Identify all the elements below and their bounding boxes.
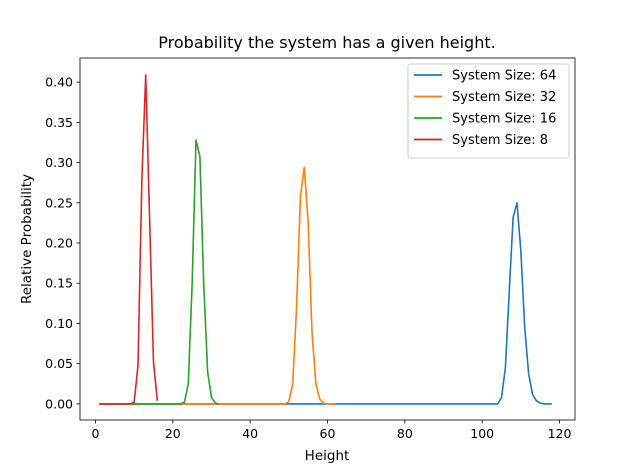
y-tick-label: 0.25 [45, 195, 73, 210]
x-tick-label: 0 [91, 426, 99, 441]
series-line-1 [99, 202, 552, 405]
y-tick-label: 0.05 [45, 356, 73, 371]
legend-label: System Size: 8 [452, 133, 548, 148]
y-tick-label: 0.10 [45, 316, 73, 331]
legend-box [407, 63, 570, 159]
legend-label: System Size: 32 [452, 90, 556, 105]
x-tick-label: 100 [470, 426, 494, 441]
y-tick-label: 0.40 [45, 75, 73, 90]
series-line-2 [99, 166, 336, 405]
series-layer [99, 74, 552, 405]
legend: System Size: 64 System Size: 32 System Siz… [407, 63, 570, 159]
y-tick-label: 0.15 [45, 276, 73, 291]
x-tick-label: 80 [397, 426, 413, 441]
series-line-4 [99, 74, 159, 405]
y-tick-label: 0.00 [45, 396, 73, 411]
chart-title: Probability the system has a given heigh… [158, 33, 495, 52]
y-tick-label: 0.20 [45, 236, 73, 251]
y-axis: 0.00 0.05 0.10 0.15 0.20 0.25 0.30 0.35 0.40 [45, 75, 80, 411]
legend-label: System Size: 64 [452, 69, 556, 84]
x-tick-label: 60 [320, 426, 336, 441]
y-tick-label: 0.30 [45, 155, 73, 170]
x-tick-label: 40 [242, 426, 258, 441]
legend-label: System Size: 16 [452, 112, 556, 127]
y-axis-label: Relative Probability [19, 174, 35, 304]
series-line-3 [99, 139, 220, 405]
x-tick-label: 20 [165, 426, 181, 441]
x-axis: 0 20 40 60 80 100 120 [91, 420, 572, 441]
y-tick-label: 0.35 [45, 115, 73, 130]
x-tick-label: 120 [548, 426, 572, 441]
x-axis-label: Height [305, 448, 350, 464]
